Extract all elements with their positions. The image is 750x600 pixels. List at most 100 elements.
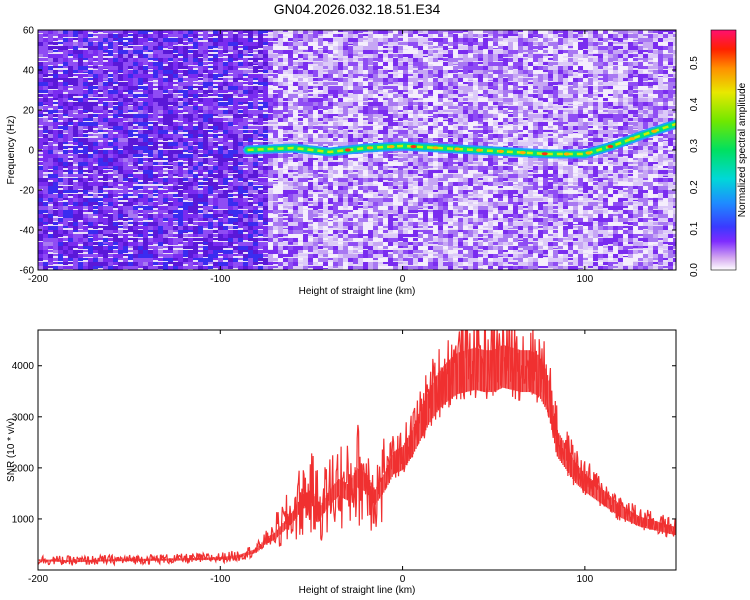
spectrogram-cell	[378, 90, 383, 92]
spectrogram-cell	[378, 218, 383, 224]
spectrogram-cell	[213, 30, 218, 35]
spectrogram-cell	[218, 238, 223, 241]
spectrogram-cell	[393, 258, 398, 261]
spectrogram-cell	[118, 174, 123, 178]
spectrogram-cell	[388, 38, 393, 42]
spectrogram-cell	[413, 266, 418, 270]
spectrogram-cell	[118, 162, 123, 167]
spectrogram-cell	[113, 222, 118, 228]
spectrogram-cell	[53, 234, 58, 238]
spectrogram-cell	[418, 62, 423, 66]
spectrogram-cell	[373, 254, 378, 260]
spectrogram-cell	[238, 230, 243, 236]
spectrogram-cell	[183, 46, 188, 51]
spectrogram-cell	[293, 30, 298, 36]
spectrogram-cell	[193, 170, 198, 172]
spectrogram-cell	[173, 122, 178, 126]
spectrogram-cell	[398, 62, 403, 68]
spectrogram-cell	[123, 74, 128, 79]
spectrogram-cell	[118, 202, 123, 204]
spectrogram-cell	[348, 246, 353, 250]
spectrogram-cell	[363, 198, 368, 201]
spectrogram-cell	[408, 102, 413, 108]
spectrogram-cell	[53, 106, 58, 113]
spectrogram-cell	[98, 42, 103, 49]
spectrogram-cell	[48, 170, 53, 172]
spectrogram-cell	[88, 90, 93, 94]
spectrogram-cell	[408, 98, 413, 105]
spectrogram-cell	[328, 90, 333, 95]
spectrogram-cell	[63, 166, 68, 168]
spectrogram-cell	[208, 146, 213, 153]
spectrogram-cell	[113, 242, 118, 245]
spectrogram-cell	[183, 78, 188, 81]
spectrogram-cell	[338, 254, 343, 258]
spectrogram-cell	[53, 150, 58, 157]
spectrogram-cell	[53, 110, 58, 113]
spectrogram-cell	[368, 218, 373, 221]
spectrogram-cell	[323, 134, 328, 139]
spectrogram-cell	[303, 30, 308, 36]
spectrogram-cell	[133, 122, 138, 124]
spectrogram-cell	[143, 86, 148, 91]
spectrogram-cell	[203, 246, 208, 252]
spectrogram-cell	[43, 134, 48, 141]
spectrogram-cell	[288, 38, 293, 41]
spectrogram-cell	[98, 62, 103, 65]
spectrogram-cell	[408, 262, 413, 265]
spectrogram-cell	[168, 154, 173, 158]
spectrogram-cell	[253, 114, 258, 116]
spectrogram-cell	[448, 110, 453, 112]
spectrogram-cell	[208, 226, 213, 228]
spectrogram-cell	[103, 254, 108, 259]
spectrogram-cell	[408, 222, 413, 226]
spectrogram-cell	[333, 190, 338, 196]
spectrogram-cell	[93, 258, 98, 264]
spectrogram-cell	[38, 150, 43, 152]
spectrogram-cell	[83, 146, 88, 151]
spectrogram-cell	[143, 50, 148, 52]
spectrogram-cell	[213, 158, 218, 160]
spectrogram-cell	[128, 262, 133, 269]
spectrogram-cell	[413, 74, 418, 80]
spectrogram-cell	[448, 162, 453, 166]
spectrogram-cell	[158, 42, 163, 47]
spectrogram-cell	[88, 166, 93, 171]
spectrogram-cell	[263, 110, 268, 112]
spectrogram-cell	[423, 78, 428, 84]
spectrogram-cell	[373, 74, 378, 78]
spectrogram-cell	[443, 130, 448, 133]
spectrogram-cell	[233, 46, 238, 50]
spectrogram-cell	[108, 178, 113, 180]
spectrogram-cell	[83, 58, 88, 60]
spectrogram-cell	[358, 246, 363, 253]
spectrogram-cell	[308, 118, 313, 125]
spectrogram-cell	[378, 50, 383, 52]
spectrogram-cell	[248, 66, 253, 69]
spectrogram-cell	[68, 222, 73, 226]
spectrogram-cell	[378, 126, 383, 128]
spectrogram-cell	[348, 134, 353, 141]
spectrogram-cell	[323, 130, 328, 133]
spectrogram-cell	[428, 50, 433, 55]
spectrogram-cell	[198, 70, 203, 75]
spectrogram-cell	[283, 106, 288, 110]
spectrogram-cell	[403, 206, 408, 213]
spectrogram-cell	[438, 158, 443, 164]
spectrogram-cell	[443, 202, 448, 207]
spectrogram-cell	[228, 162, 233, 165]
spectrogram-cell	[268, 206, 273, 209]
spectrogram-cell	[278, 186, 283, 192]
spectrogram-cell	[253, 238, 258, 243]
spectrogram-cell	[68, 50, 73, 55]
spectrogram-cell	[338, 102, 343, 106]
spectrogram-cell	[93, 110, 98, 113]
spectrogram-cell	[358, 78, 363, 85]
spectrogram-cell	[353, 114, 358, 117]
spectrogram-cell	[38, 138, 43, 142]
spectrogram-cell	[408, 106, 413, 112]
spectrogram-cell	[263, 126, 268, 133]
spectrogram-cell	[43, 182, 48, 186]
spectrogram-cell	[223, 210, 228, 216]
spectrogram-cell	[73, 202, 78, 208]
